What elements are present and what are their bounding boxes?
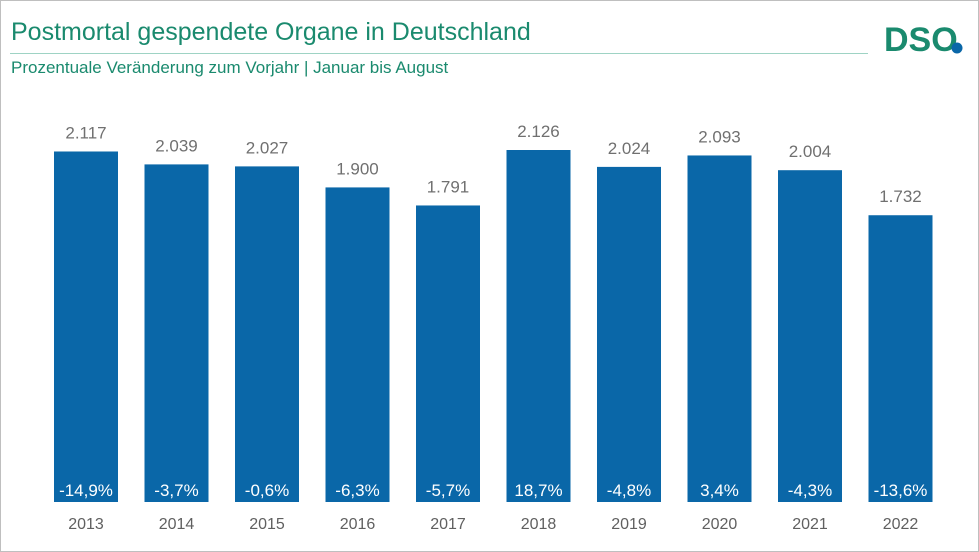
x-tick-label-2015: 2015 <box>249 516 285 533</box>
change-label-2021: -4,3% <box>788 481 832 500</box>
x-tick-label-2022: 2022 <box>883 516 919 533</box>
x-tick-label-2013: 2013 <box>68 516 104 533</box>
x-tick-label-2016: 2016 <box>340 516 376 533</box>
value-label-2016: 1.900 <box>336 159 379 178</box>
bar-2014 <box>144 164 209 502</box>
bar-2013 <box>54 151 118 503</box>
change-label-2017: -5,7% <box>426 481 470 500</box>
x-tick-label-2020: 2020 <box>702 516 738 533</box>
value-label-2013: 2.117 <box>65 123 106 142</box>
bar-2021 <box>778 170 842 502</box>
x-tick-label-2014: 2014 <box>159 516 195 533</box>
change-label-2020: 3,4% <box>700 481 739 500</box>
bar-2016 <box>325 187 390 502</box>
x-tick-label-2017: 2017 <box>430 516 466 533</box>
x-tick-label-2018: 2018 <box>521 516 557 533</box>
change-label-2014: -3,7% <box>154 481 198 500</box>
change-label-2019: -4,8% <box>607 481 651 500</box>
bar-2022 <box>868 215 933 502</box>
value-label-2022: 1.732 <box>879 187 922 206</box>
bar-2020 <box>687 155 752 502</box>
bar-2018 <box>506 150 571 502</box>
value-label-2021: 2.004 <box>789 142 832 161</box>
logo-dot-icon <box>951 42 963 54</box>
change-label-2016: -6,3% <box>335 481 379 500</box>
value-label-2018: 2.126 <box>517 122 560 141</box>
change-label-2015: -0,6% <box>245 481 289 500</box>
value-label-2015: 2.027 <box>246 138 289 157</box>
value-label-2014: 2.039 <box>155 136 198 155</box>
change-label-2018: 18,7% <box>514 481 562 500</box>
title-divider <box>10 53 868 54</box>
bar-2017 <box>416 205 480 502</box>
chart-subtitle: Prozentuale Veränderung zum Vorjahr | Ja… <box>11 58 449 77</box>
x-tick-label-2021: 2021 <box>792 516 828 533</box>
change-label-2013: -14,9% <box>59 481 113 500</box>
change-label-2022: -13,6% <box>874 481 928 500</box>
value-label-2019: 2.024 <box>608 139 651 158</box>
bar-2019 <box>597 166 661 502</box>
x-tick-label-2019: 2019 <box>611 516 647 533</box>
logo-text: DSO <box>884 21 958 59</box>
bar-2015 <box>235 166 299 502</box>
value-label-2017: 1.791 <box>427 177 470 196</box>
value-label-2020: 2.093 <box>698 127 741 146</box>
chart-title: Postmortal gespendete Organe in Deutschl… <box>11 18 531 46</box>
dso-logo: DSO <box>884 21 963 59</box>
